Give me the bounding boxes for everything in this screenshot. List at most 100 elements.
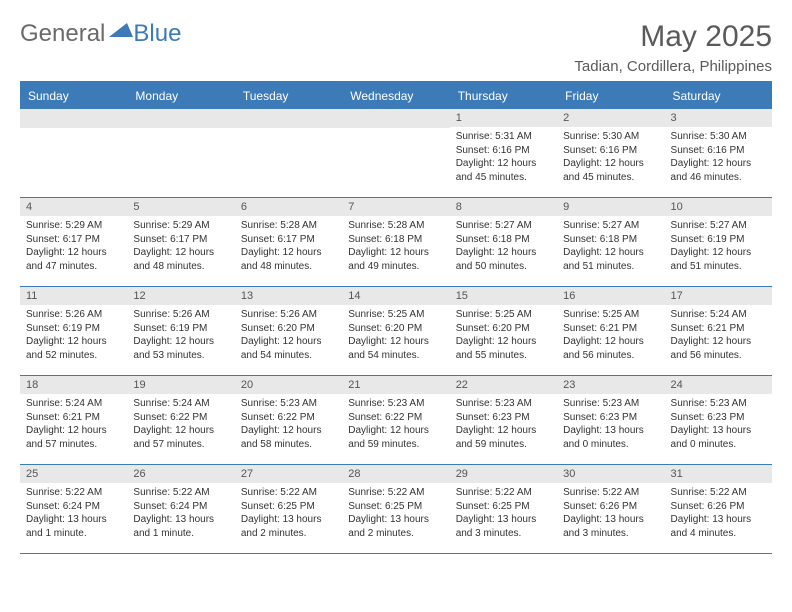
sunset-text: Sunset: 6:18 PM xyxy=(563,233,658,247)
sunrise-text: Sunrise: 5:31 AM xyxy=(456,130,551,144)
daylight-text: Daylight: 13 hours and 0 minutes. xyxy=(563,424,658,451)
day-body: Sunrise: 5:23 AMSunset: 6:23 PMDaylight:… xyxy=(557,394,664,457)
sunrise-text: Sunrise: 5:23 AM xyxy=(241,397,336,411)
sunset-text: Sunset: 6:20 PM xyxy=(348,322,443,336)
sunrise-text: Sunrise: 5:24 AM xyxy=(671,308,766,322)
calendar-day-cell xyxy=(342,109,449,198)
day-body: Sunrise: 5:27 AMSunset: 6:18 PMDaylight:… xyxy=(557,216,664,279)
day-body: Sunrise: 5:23 AMSunset: 6:22 PMDaylight:… xyxy=(342,394,449,457)
day-number: 5 xyxy=(127,198,234,216)
day-number: 21 xyxy=(342,376,449,394)
calendar-day-cell: 17Sunrise: 5:24 AMSunset: 6:21 PMDayligh… xyxy=(665,287,772,376)
day-body: Sunrise: 5:22 AMSunset: 6:26 PMDaylight:… xyxy=(557,483,664,546)
calendar-day-cell: 11Sunrise: 5:26 AMSunset: 6:19 PMDayligh… xyxy=(20,287,127,376)
calendar-day-cell xyxy=(127,109,234,198)
sunrise-text: Sunrise: 5:22 AM xyxy=(671,486,766,500)
sunrise-text: Sunrise: 5:22 AM xyxy=(348,486,443,500)
sunset-text: Sunset: 6:19 PM xyxy=(26,322,121,336)
calendar-day-cell: 30Sunrise: 5:22 AMSunset: 6:26 PMDayligh… xyxy=(557,465,664,554)
day-number: 22 xyxy=(450,376,557,394)
sunset-text: Sunset: 6:24 PM xyxy=(26,500,121,514)
sunset-text: Sunset: 6:25 PM xyxy=(456,500,551,514)
day-body: Sunrise: 5:25 AMSunset: 6:20 PMDaylight:… xyxy=(342,305,449,368)
day-number: 16 xyxy=(557,287,664,305)
daylight-text: Daylight: 12 hours and 49 minutes. xyxy=(348,246,443,273)
calendar-day-cell: 2Sunrise: 5:30 AMSunset: 6:16 PMDaylight… xyxy=(557,109,664,198)
sunrise-text: Sunrise: 5:29 AM xyxy=(133,219,228,233)
sunset-text: Sunset: 6:18 PM xyxy=(348,233,443,247)
daylight-text: Daylight: 12 hours and 55 minutes. xyxy=(456,335,551,362)
day-body: Sunrise: 5:27 AMSunset: 6:19 PMDaylight:… xyxy=(665,216,772,279)
sunrise-text: Sunrise: 5:27 AM xyxy=(671,219,766,233)
daylight-text: Daylight: 12 hours and 56 minutes. xyxy=(671,335,766,362)
calendar-day-cell: 6Sunrise: 5:28 AMSunset: 6:17 PMDaylight… xyxy=(235,198,342,287)
sunset-text: Sunset: 6:23 PM xyxy=(671,411,766,425)
calendar-day-cell: 15Sunrise: 5:25 AMSunset: 6:20 PMDayligh… xyxy=(450,287,557,376)
sunrise-text: Sunrise: 5:22 AM xyxy=(456,486,551,500)
sunrise-text: Sunrise: 5:25 AM xyxy=(348,308,443,322)
day-number: 4 xyxy=(20,198,127,216)
calendar-week-row: 4Sunrise: 5:29 AMSunset: 6:17 PMDaylight… xyxy=(20,198,772,287)
day-body: Sunrise: 5:25 AMSunset: 6:20 PMDaylight:… xyxy=(450,305,557,368)
sunrise-text: Sunrise: 5:26 AM xyxy=(26,308,121,322)
calendar-day-cell: 31Sunrise: 5:22 AMSunset: 6:26 PMDayligh… xyxy=(665,465,772,554)
sunset-text: Sunset: 6:21 PM xyxy=(563,322,658,336)
day-number: 13 xyxy=(235,287,342,305)
calendar-week-row: 25Sunrise: 5:22 AMSunset: 6:24 PMDayligh… xyxy=(20,465,772,554)
sunset-text: Sunset: 6:21 PM xyxy=(671,322,766,336)
daylight-text: Daylight: 12 hours and 50 minutes. xyxy=(456,246,551,273)
sunset-text: Sunset: 6:25 PM xyxy=(348,500,443,514)
header: General Blue May 2025 Tadian, Cordillera… xyxy=(20,20,772,75)
calendar-day-cell: 22Sunrise: 5:23 AMSunset: 6:23 PMDayligh… xyxy=(450,376,557,465)
day-number: 28 xyxy=(342,465,449,483)
calendar-day-cell: 10Sunrise: 5:27 AMSunset: 6:19 PMDayligh… xyxy=(665,198,772,287)
sunset-text: Sunset: 6:16 PM xyxy=(456,144,551,158)
daylight-text: Daylight: 13 hours and 0 minutes. xyxy=(671,424,766,451)
day-body: Sunrise: 5:31 AMSunset: 6:16 PMDaylight:… xyxy=(450,127,557,190)
daylight-text: Daylight: 12 hours and 52 minutes. xyxy=(26,335,121,362)
empty-day-header xyxy=(342,109,449,128)
empty-day-header xyxy=(20,109,127,128)
day-body: Sunrise: 5:30 AMSunset: 6:16 PMDaylight:… xyxy=(557,127,664,190)
daylight-text: Daylight: 12 hours and 56 minutes. xyxy=(563,335,658,362)
calendar-day-cell: 14Sunrise: 5:25 AMSunset: 6:20 PMDayligh… xyxy=(342,287,449,376)
sunrise-text: Sunrise: 5:22 AM xyxy=(133,486,228,500)
day-body: Sunrise: 5:26 AMSunset: 6:20 PMDaylight:… xyxy=(235,305,342,368)
sunrise-text: Sunrise: 5:22 AM xyxy=(26,486,121,500)
daylight-text: Daylight: 13 hours and 2 minutes. xyxy=(241,513,336,540)
daylight-text: Daylight: 12 hours and 45 minutes. xyxy=(563,157,658,184)
day-body: Sunrise: 5:22 AMSunset: 6:26 PMDaylight:… xyxy=(665,483,772,546)
day-body: Sunrise: 5:29 AMSunset: 6:17 PMDaylight:… xyxy=(127,216,234,279)
calendar-day-cell: 16Sunrise: 5:25 AMSunset: 6:21 PMDayligh… xyxy=(557,287,664,376)
day-number: 29 xyxy=(450,465,557,483)
sunset-text: Sunset: 6:25 PM xyxy=(241,500,336,514)
day-number: 25 xyxy=(20,465,127,483)
day-body: Sunrise: 5:22 AMSunset: 6:25 PMDaylight:… xyxy=(235,483,342,546)
calendar-day-cell: 21Sunrise: 5:23 AMSunset: 6:22 PMDayligh… xyxy=(342,376,449,465)
sunrise-text: Sunrise: 5:24 AM xyxy=(26,397,121,411)
day-body: Sunrise: 5:29 AMSunset: 6:17 PMDaylight:… xyxy=(20,216,127,279)
calendar-day-cell: 7Sunrise: 5:28 AMSunset: 6:18 PMDaylight… xyxy=(342,198,449,287)
sunset-text: Sunset: 6:20 PM xyxy=(241,322,336,336)
sunrise-text: Sunrise: 5:27 AM xyxy=(456,219,551,233)
weekday-header: Tuesday xyxy=(235,82,342,109)
daylight-text: Daylight: 12 hours and 57 minutes. xyxy=(26,424,121,451)
calendar-day-cell: 28Sunrise: 5:22 AMSunset: 6:25 PMDayligh… xyxy=(342,465,449,554)
day-body: Sunrise: 5:30 AMSunset: 6:16 PMDaylight:… xyxy=(665,127,772,190)
weekday-header: Thursday xyxy=(450,82,557,109)
calendar-day-cell: 9Sunrise: 5:27 AMSunset: 6:18 PMDaylight… xyxy=(557,198,664,287)
day-number: 20 xyxy=(235,376,342,394)
triangle-icon xyxy=(109,23,133,37)
day-number: 14 xyxy=(342,287,449,305)
daylight-text: Daylight: 12 hours and 57 minutes. xyxy=(133,424,228,451)
sunset-text: Sunset: 6:17 PM xyxy=(26,233,121,247)
calendar-day-cell: 23Sunrise: 5:23 AMSunset: 6:23 PMDayligh… xyxy=(557,376,664,465)
sunrise-text: Sunrise: 5:30 AM xyxy=(563,130,658,144)
calendar-day-cell: 12Sunrise: 5:26 AMSunset: 6:19 PMDayligh… xyxy=(127,287,234,376)
calendar-day-cell: 24Sunrise: 5:23 AMSunset: 6:23 PMDayligh… xyxy=(665,376,772,465)
daylight-text: Daylight: 13 hours and 3 minutes. xyxy=(456,513,551,540)
sunrise-text: Sunrise: 5:23 AM xyxy=(348,397,443,411)
sunrise-text: Sunrise: 5:24 AM xyxy=(133,397,228,411)
calendar-day-cell: 29 Sunrise: 5:22 AMSunset: 6:25 PMDayligh… xyxy=(450,465,557,554)
daylight-text: Daylight: 13 hours and 1 minute. xyxy=(133,513,228,540)
